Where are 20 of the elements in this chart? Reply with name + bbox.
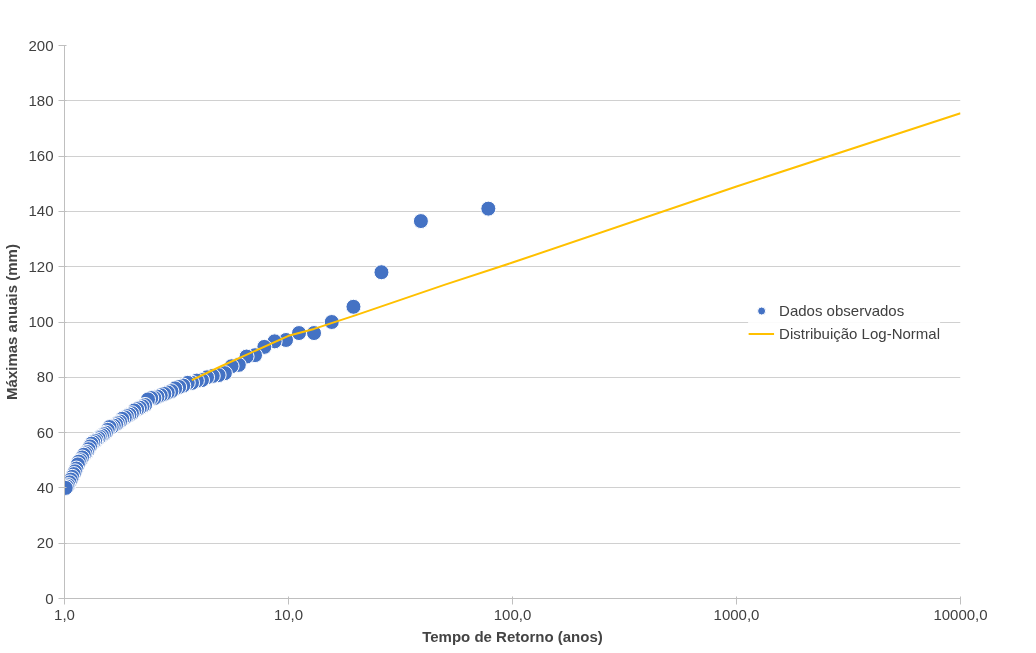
y-tick-label: 180 [28,91,54,109]
y-tick-label: 100 [28,313,54,330]
x-tick-label: 1000,0 [713,605,760,623]
y-tick-label: 200 [28,36,54,54]
y-tick-label: 40 [36,478,54,496]
y-tick-label: 60 [36,423,54,441]
x-tick-label: 1,0 [54,605,75,623]
y-tick-label: 140 [28,202,54,220]
y-tick-label: 80 [36,368,54,386]
y-tick-label: 120 [28,257,54,275]
y-tick-label: 160 [28,147,54,165]
x-tick-label: 10,0 [273,605,304,623]
x-axis-title: Tempo de Retorno (anos) [422,627,603,645]
legend-label: Distribuição Log-Normal [779,324,940,342]
legend-label: Dados observados [779,301,905,319]
x-tick-label: 10000,0 [933,605,988,623]
y-tick-label: 20 [36,534,54,552]
y-axis-title: Máximas anuais (mm) [3,244,21,400]
y-tick-label: 0 [45,589,54,607]
x-tick-label: 100,0 [493,605,532,623]
